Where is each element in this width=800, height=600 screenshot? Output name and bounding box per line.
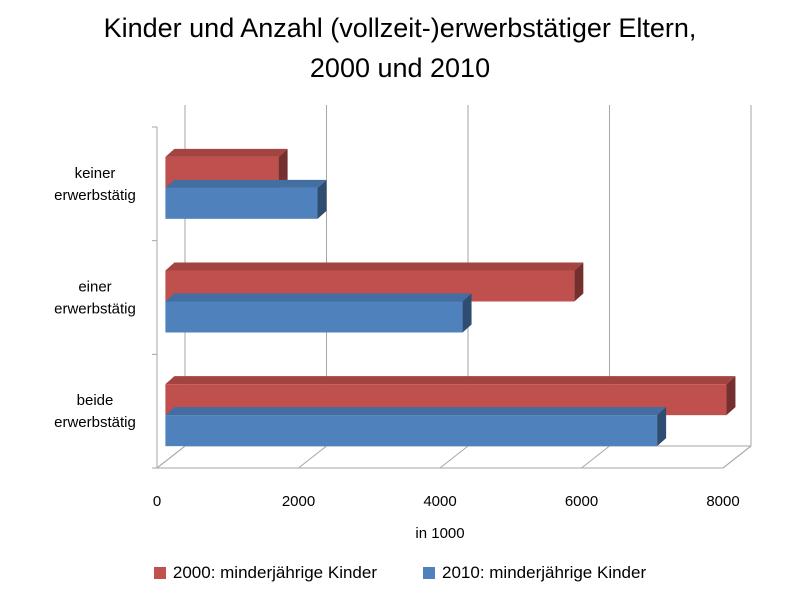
legend-swatch-2010: [423, 567, 435, 579]
floor-gridline-4000: [439, 445, 469, 469]
bar-top-0-1: [165, 262, 584, 271]
floor-gridline-6000: [581, 445, 610, 469]
bar-top-0-2: [165, 376, 736, 385]
chart-title-line-1: Kinder und Anzahl (vollzeit-)erwerbstäti…: [103, 13, 697, 43]
legend-item-2010: 2010: minderjährige Kinder: [423, 563, 646, 583]
bar-side-0-0: [278, 148, 288, 188]
bar-side-1-2: [657, 407, 667, 447]
category-label-2-0: beide: [77, 392, 114, 409]
category-label-0-1: erwerbstätig: [54, 187, 136, 204]
category-label-1-1: erwerbstätig: [54, 301, 136, 318]
bar-side-0-1: [574, 262, 584, 302]
bar-1-0: [165, 187, 318, 219]
floor-gridline-8000: [722, 445, 752, 469]
x-tick-label-4000: 4000: [423, 493, 456, 510]
bar-side-1-0: [317, 179, 327, 219]
chart-title: Kinder und Anzahl (vollzeit-)erwerbstäti…: [0, 8, 800, 88]
bar-side-0-2: [726, 376, 736, 416]
bar-1-2: [165, 415, 658, 447]
bar-1-1: [165, 301, 463, 333]
x-tick-label-0: 0: [153, 493, 161, 510]
category-label-0-0: keiner: [75, 165, 116, 182]
bar-top-1-2: [165, 407, 667, 416]
chart-title-line-2: 2000 und 2010: [309, 53, 491, 83]
x-axis-title: in 1000: [415, 525, 464, 542]
legend-swatch-2000: [153, 567, 166, 579]
x-tick-label-6000: 6000: [565, 493, 598, 510]
floor-gridline-2000: [298, 445, 327, 469]
bar-side-1-1: [462, 293, 472, 333]
bar-top-1-0: [165, 179, 327, 188]
bar-top-1-1: [165, 293, 472, 302]
floor-gridline-0: [156, 445, 186, 469]
category-label-1-0: einer: [78, 279, 111, 296]
legend-label-2000: 2000: minderjährige Kinder: [172, 563, 377, 582]
x-tick-label-2000: 2000: [282, 493, 315, 510]
x-tick-label-8000: 8000: [706, 493, 739, 510]
bar-top-0-0: [165, 148, 288, 157]
legend-label-2010: 2010: minderjährige Kinder: [442, 563, 647, 582]
category-label-2-1: erwerbstätig: [54, 414, 136, 431]
legend-item-2000: 2000: minderjährige Kinder: [153, 563, 377, 583]
legend: 2000: minderjährige Kinder 2010: minderj…: [0, 563, 800, 583]
